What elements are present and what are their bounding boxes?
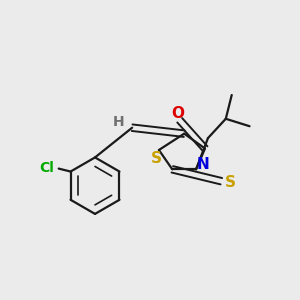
Text: N: N <box>196 158 209 172</box>
Text: S: S <box>151 151 162 166</box>
Text: S: S <box>225 175 236 190</box>
Text: O: O <box>172 106 185 121</box>
Text: Cl: Cl <box>39 161 54 175</box>
Text: H: H <box>113 115 124 129</box>
